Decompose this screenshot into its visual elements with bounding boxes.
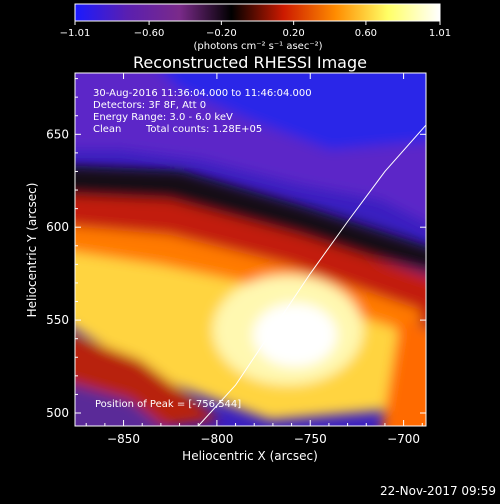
colorbar-unit-label: (photons cm⁻² s⁻¹ asec⁻²)	[193, 41, 322, 52]
heatmap-band-dark	[75, 165, 426, 272]
x-tick-label: −800	[200, 432, 233, 446]
heatmap-image	[75, 73, 426, 426]
x-tick-label: −700	[387, 432, 420, 446]
x-axis-label: Heliocentric X (arcsec)	[182, 449, 318, 463]
x-tick-label: −850	[107, 432, 140, 446]
annotation-detectors: Detectors: 3F 8F, Att 0	[93, 100, 206, 111]
heatmap-region-blue	[163, 73, 426, 150]
x-axis-ticks: −850 −800 −750 −700	[85, 73, 423, 446]
plot-frame	[74, 72, 427, 427]
annotation-counts: Total counts: 1.28E+05	[145, 124, 262, 135]
heatmap-edge-right	[382, 320, 426, 426]
x-tick-label: −750	[294, 432, 327, 446]
colorbar-tick-label: −0.20	[206, 28, 237, 39]
colorbar-tick-label: −1.01	[60, 28, 91, 39]
colorbar-tick-label: 0.20	[283, 28, 305, 39]
chart-title: Reconstructed RHESSI Image	[133, 53, 367, 72]
annotation-method: Clean	[93, 124, 121, 135]
colorbar-ticks: −1.01 −0.60 −0.20 0.20 0.60 1.01	[60, 21, 451, 39]
y-tick-label: 500	[46, 406, 69, 420]
solar-limb-curve	[197, 124, 426, 426]
colorbar-tick-label: 1.01	[429, 28, 451, 39]
heatmap-corner-purple	[75, 384, 163, 426]
colorbar-tick-label: 0.60	[355, 28, 377, 39]
annotation-peak: Position of Peak = [-756,544]	[95, 399, 241, 410]
annotation-energy: Energy Range: 3.0 - 6.0 keV	[93, 112, 233, 123]
annotation-time-range: 30-Aug-2016 11:36:04.000 to 11:46:04.000	[93, 88, 312, 99]
y-tick-label: 650	[46, 127, 69, 141]
y-tick-label: 600	[46, 220, 69, 234]
heatmap-peak-core	[253, 303, 337, 367]
colorbar-tick-label: −0.60	[134, 28, 165, 39]
y-axis-ticks: 500 550 600 650	[46, 78, 426, 420]
y-axis-label: Heliocentric Y (arcsec)	[25, 183, 39, 318]
footer-timestamp: 22-Nov-2017 09:59	[380, 484, 496, 498]
y-tick-label: 550	[46, 313, 69, 327]
colorbar	[75, 4, 440, 21]
colorbar-frame	[74, 3, 441, 22]
